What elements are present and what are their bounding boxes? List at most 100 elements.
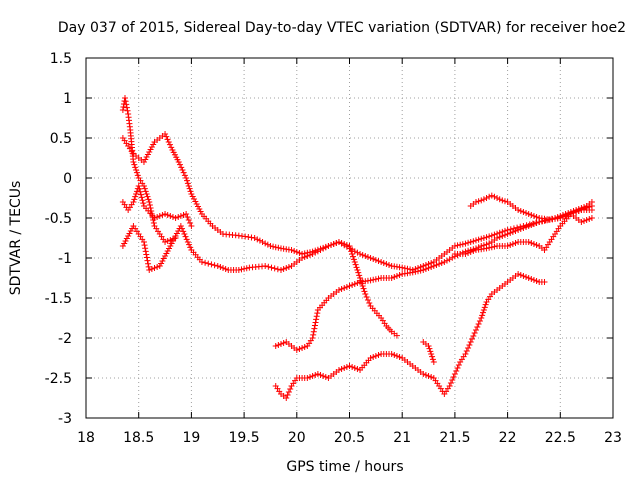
data-point bbox=[162, 239, 169, 245]
data-point bbox=[428, 264, 435, 270]
data-point bbox=[581, 218, 588, 224]
data-point bbox=[121, 95, 128, 101]
data-point bbox=[465, 345, 472, 351]
data-point bbox=[343, 284, 350, 290]
data-point bbox=[166, 141, 173, 148]
data-point bbox=[162, 131, 169, 137]
data-point bbox=[320, 245, 327, 252]
data-point bbox=[164, 212, 171, 218]
data-point bbox=[167, 237, 174, 243]
data-point bbox=[354, 267, 361, 273]
data-point bbox=[471, 330, 478, 336]
data-point bbox=[208, 261, 215, 268]
data-point bbox=[205, 260, 212, 267]
data-point bbox=[139, 197, 146, 204]
data-point bbox=[143, 191, 150, 197]
data-point bbox=[533, 220, 540, 226]
data-point bbox=[150, 220, 157, 226]
data-point bbox=[383, 261, 390, 267]
data-point bbox=[338, 240, 345, 246]
data-point bbox=[131, 161, 138, 168]
data-point bbox=[317, 247, 324, 253]
y-tick-label: 0.5 bbox=[50, 131, 72, 147]
data-point bbox=[272, 343, 279, 349]
data-point bbox=[583, 217, 590, 223]
x-tick-label: 21.5 bbox=[439, 430, 470, 446]
data-point bbox=[362, 291, 369, 297]
data-point bbox=[184, 180, 191, 187]
data-point bbox=[391, 274, 398, 280]
data-point bbox=[454, 365, 461, 371]
data-point bbox=[309, 335, 316, 341]
data-point bbox=[588, 207, 595, 213]
data-point bbox=[449, 377, 456, 383]
x-axis-title: GPS time / hours bbox=[286, 459, 403, 475]
data-point bbox=[533, 214, 540, 220]
data-point bbox=[304, 253, 311, 259]
data-point bbox=[501, 232, 508, 238]
data-point bbox=[515, 227, 522, 233]
data-point bbox=[429, 356, 436, 363]
data-point bbox=[184, 177, 191, 184]
data-point bbox=[354, 249, 361, 256]
data-point bbox=[480, 235, 487, 241]
data-point bbox=[446, 383, 453, 389]
y-tick-label: -2.5 bbox=[45, 371, 72, 387]
data-point bbox=[172, 215, 179, 221]
data-point bbox=[469, 336, 476, 342]
data-point bbox=[211, 262, 218, 269]
data-point bbox=[301, 254, 308, 260]
data-point bbox=[330, 241, 337, 247]
data-point bbox=[335, 239, 342, 245]
data-point bbox=[459, 241, 466, 248]
data-point bbox=[565, 212, 572, 218]
data-point bbox=[356, 272, 363, 279]
data-point bbox=[144, 257, 151, 264]
data-point bbox=[530, 241, 537, 247]
data-point bbox=[343, 242, 350, 248]
x-tick-label: 21 bbox=[393, 430, 411, 446]
data-point bbox=[304, 375, 311, 381]
data-point bbox=[478, 315, 485, 321]
data-point bbox=[145, 260, 152, 267]
data-point bbox=[310, 328, 317, 335]
data-point bbox=[243, 265, 250, 272]
data-point bbox=[185, 183, 192, 189]
data-point bbox=[465, 250, 472, 256]
data-points bbox=[119, 95, 595, 401]
data-point bbox=[472, 237, 479, 244]
data-point bbox=[254, 236, 261, 243]
data-point bbox=[528, 240, 535, 246]
data-point bbox=[449, 254, 456, 261]
data-point bbox=[494, 235, 501, 241]
data-point bbox=[525, 223, 532, 229]
y-axis-title: SDTVAR / TECUs bbox=[8, 181, 24, 296]
data-point bbox=[496, 196, 503, 203]
data-point bbox=[338, 286, 345, 292]
data-point bbox=[143, 254, 150, 261]
data-point bbox=[259, 239, 266, 245]
data-point bbox=[483, 195, 490, 201]
data-point bbox=[180, 228, 187, 235]
series-trace-e bbox=[272, 203, 595, 353]
data-point bbox=[470, 333, 477, 339]
data-point bbox=[312, 249, 319, 256]
data-point bbox=[288, 247, 295, 253]
data-point bbox=[322, 374, 329, 380]
data-point bbox=[509, 229, 516, 235]
data-point bbox=[428, 351, 435, 357]
data-point bbox=[586, 216, 593, 222]
data-point bbox=[388, 351, 395, 357]
grid bbox=[86, 58, 613, 418]
data-point bbox=[175, 159, 182, 165]
data-point bbox=[313, 313, 320, 320]
data-point bbox=[156, 213, 163, 219]
data-point bbox=[142, 188, 149, 195]
data-point bbox=[446, 256, 453, 263]
data-point bbox=[310, 331, 317, 338]
chart-title: Day 037 of 2015, Sidereal Day-to-day VTE… bbox=[58, 20, 626, 36]
data-point bbox=[367, 255, 374, 261]
data-point bbox=[140, 200, 147, 207]
data-point bbox=[274, 266, 281, 273]
data-point bbox=[354, 280, 361, 286]
